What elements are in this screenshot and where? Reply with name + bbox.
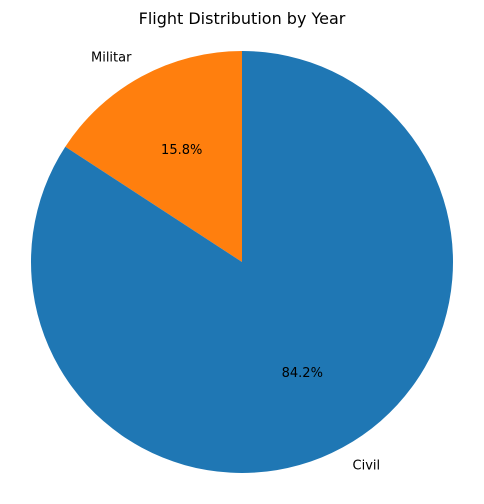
pie-slice-militar — [65, 51, 242, 262]
pct-label-militar: 15.8% — [161, 143, 202, 158]
pie-labels: Militar 15.8% Civil 84.2% — [91, 50, 380, 473]
chart-title: Flight Distribution by Year — [139, 9, 346, 28]
slice-label-civil: Civil — [353, 459, 381, 474]
slice-label-militar: Militar — [91, 50, 132, 65]
pie-slices — [31, 51, 453, 473]
pct-label-civil: 84.2% — [282, 366, 323, 381]
pie-slice-civil — [31, 51, 453, 473]
